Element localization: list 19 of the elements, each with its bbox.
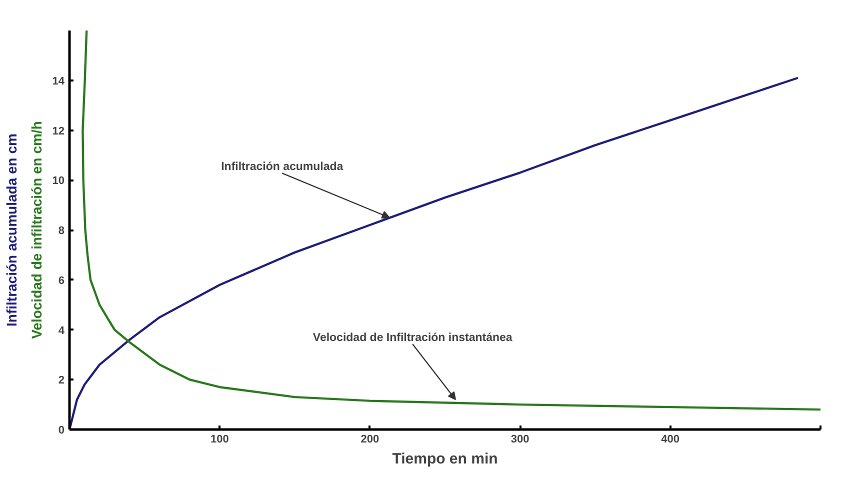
y-tick-label: 10 [52, 175, 65, 188]
x-tick-label: 400 [661, 434, 680, 446]
line-series [70, 76, 800, 430]
y-tick-label: 12 [52, 125, 65, 138]
x-axis-title: Tiempo en min [392, 450, 498, 468]
y-tick-label: 2 [58, 374, 65, 387]
y-tick-label: 0 [58, 424, 65, 436]
annotation: Infiltración acumulada [221, 161, 344, 174]
y-axis-title: Infiltración acumulada en cm [4, 134, 20, 326]
y-tick-label: 4 [58, 324, 66, 337]
annotation: Velocidad de Infiltración instantánea [312, 332, 513, 344]
y-tick-label: 14 [52, 75, 66, 88]
line-series [82, 30, 820, 411]
x-tick-label: 300 [510, 434, 530, 446]
y-tick-label: 6 [58, 274, 65, 287]
x-tick-label: 100 [210, 434, 229, 446]
x-tick-label: 200 [360, 434, 380, 446]
y-tick-label: 8 [58, 225, 65, 237]
text: Velocidad de infiltración en cm/h [28, 121, 44, 339]
